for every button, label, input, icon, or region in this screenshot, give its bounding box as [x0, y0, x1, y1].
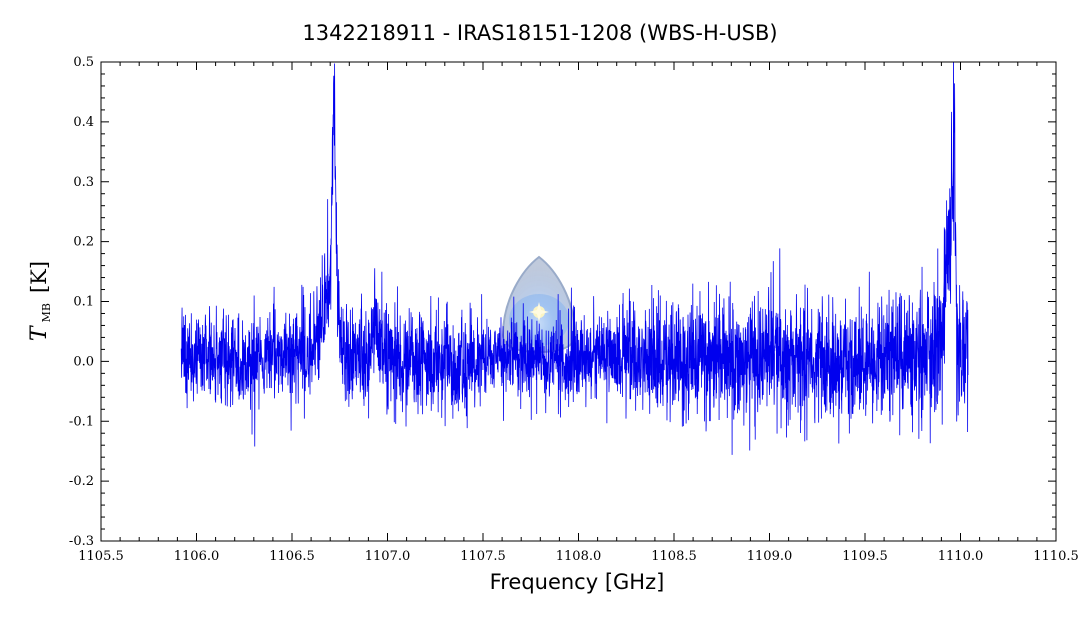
svg-text:T MB [K]: T MB [K] [27, 261, 54, 341]
y-tick-label: -0.2 [69, 474, 94, 489]
x-tick-label: 1109.0 [747, 549, 793, 564]
x-axis: 1105.5 1106.0 1106.5 1107.0 1107.5 1108.0 1108… [78, 62, 1079, 564]
x-tick-label: 1106.5 [269, 549, 315, 564]
chart-title: 1342218911 - IRAS18151-1208 (WBS-H-USB) [302, 21, 777, 45]
spectrum-series-line [180, 62, 969, 455]
y-tick-label: 0.2 [73, 235, 94, 250]
y-axis-label-subscript: MB [40, 303, 53, 322]
y-tick-label: 0.1 [73, 295, 94, 310]
x-tick-label: 1108.5 [651, 549, 697, 564]
y-tick-label: 0.0 [73, 354, 94, 369]
y-tick-label: -0.1 [69, 414, 94, 429]
y-axis-label-symbol: T [27, 324, 52, 341]
x-tick-label: 1105.5 [78, 549, 124, 564]
y-axis-label-unit: [K] [27, 261, 51, 293]
y-tick-label: 0.3 [73, 175, 94, 190]
x-tick-label: 1110.0 [938, 549, 984, 564]
x-tick-label: 1108.0 [556, 549, 602, 564]
y-axis: -0.3 -0.2 -0.1 0.0 0.1 0.2 0.3 0.4 0.5 [69, 55, 1056, 549]
y-tick-label: 0.4 [73, 115, 94, 130]
x-tick-label: 1110.5 [1033, 549, 1079, 564]
y-tick-label: 0.5 [73, 55, 94, 70]
y-tick-label: -0.3 [69, 534, 94, 549]
x-tick-label: 1107.0 [365, 549, 411, 564]
x-tick-label: 1109.5 [842, 549, 888, 564]
y-axis-label: T MB [K] [27, 261, 54, 341]
plot-frame [100, 61, 1057, 542]
x-tick-label: 1107.5 [460, 549, 506, 564]
x-axis-label: Frequency [GHz] [490, 570, 665, 594]
x-tick-label: 1106.0 [174, 549, 220, 564]
